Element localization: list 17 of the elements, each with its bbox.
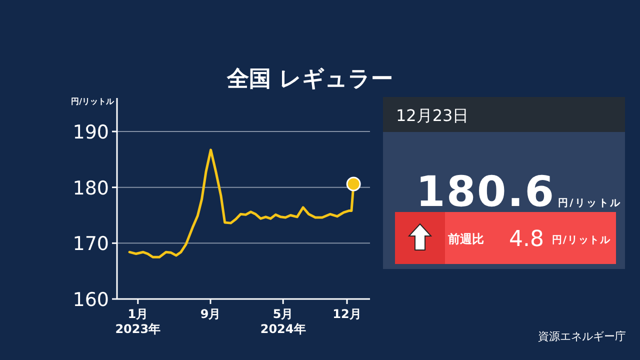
chart-title: 全国 レギュラー bbox=[226, 67, 393, 92]
y-tick-label: 170 bbox=[72, 233, 109, 256]
x-tick-label: 9月 bbox=[200, 307, 221, 321]
text: 資源エネルギー庁 bbox=[538, 330, 626, 343]
x-tick-label: 12月 bbox=[332, 307, 362, 321]
y-tick-label: 190 bbox=[72, 122, 109, 144]
y-tick-label: 160 bbox=[72, 289, 109, 311]
x-tick-label: 1月 2023年 bbox=[115, 307, 161, 336]
text: 円/リットル bbox=[552, 235, 611, 246]
text: 180.6 bbox=[416, 167, 554, 216]
text: 4.8 bbox=[509, 227, 544, 252]
x-tick-label: 5月 2024年 bbox=[260, 307, 306, 336]
text: 前週比 bbox=[447, 232, 484, 246]
text: 12月23日 bbox=[396, 106, 469, 125]
y-tick-label: 180 bbox=[72, 177, 109, 200]
text: 円/リットル bbox=[558, 198, 621, 209]
y-axis-title: 円/リットル bbox=[71, 97, 115, 106]
